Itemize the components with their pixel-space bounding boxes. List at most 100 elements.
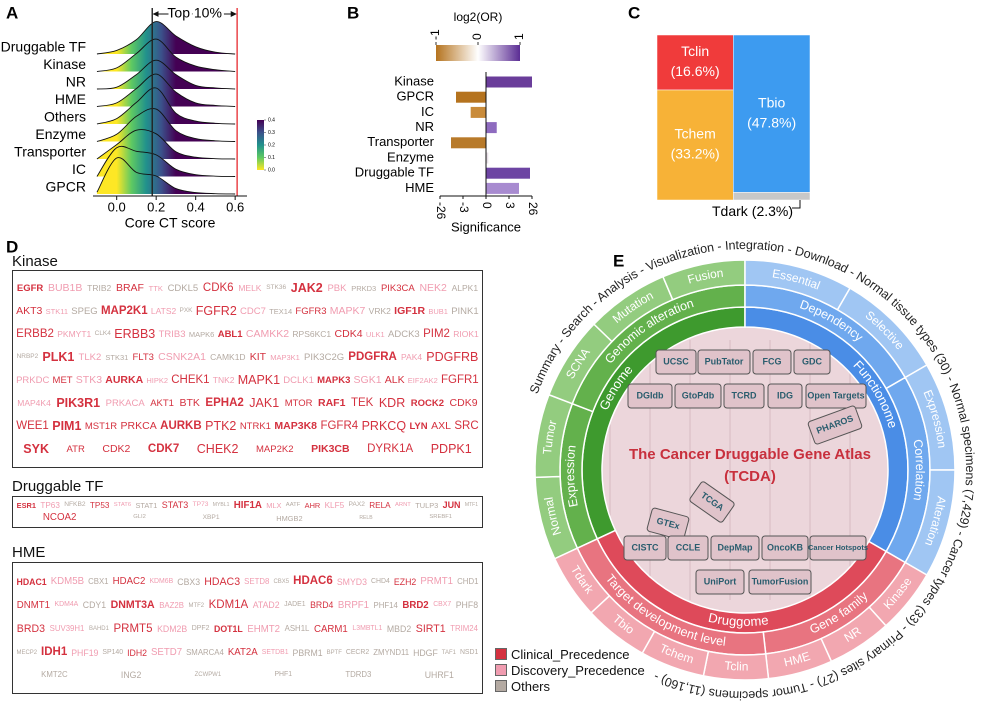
word: ARNT [394, 501, 411, 508]
tile-value: (47.8%) [747, 114, 796, 130]
source-label: CISTC [632, 542, 660, 552]
tile-label: Tchem [675, 126, 716, 142]
legend-label: Clinical_Precedence [511, 646, 630, 662]
word: CDY1 [82, 600, 107, 611]
word: CBX3 [177, 576, 201, 587]
word: EZH2 [393, 576, 417, 587]
tile [733, 34, 811, 193]
annotation: Top 10% [167, 5, 221, 21]
word: MST1R [84, 420, 118, 432]
word: TP53 [89, 500, 110, 510]
bar [486, 76, 532, 88]
source-tile: GDC [793, 349, 831, 375]
word: ATAD2 [252, 600, 280, 611]
word: MAP3K1 [270, 352, 300, 362]
word: ASH1L [284, 624, 310, 634]
cloud-title: HME [12, 544, 46, 561]
colorbar-tick-label: 0.0 [268, 167, 275, 173]
source-label: UniPort [704, 576, 737, 586]
word: MBD2 [386, 623, 412, 634]
word: CBX7 [433, 601, 452, 609]
bar [456, 91, 486, 103]
word: L3MBTL1 [352, 624, 383, 632]
word: CDK9 [449, 397, 478, 410]
word: STK11 [45, 306, 69, 316]
word: VRK2 [368, 306, 391, 317]
word: RIOK1 [453, 329, 479, 340]
word: BRD2 [402, 599, 429, 611]
word: BRD4 [310, 600, 334, 611]
word: SMYD3 [336, 576, 367, 587]
word: WEE1 [16, 419, 49, 432]
source-tile-shape [805, 383, 867, 409]
word: BPTF [326, 650, 342, 657]
word: CHD1 [457, 577, 479, 587]
word: ERBB2 [16, 327, 54, 340]
category-label: Enzyme [387, 149, 434, 164]
word: BRPF1 [337, 599, 370, 611]
word: STAT6 [113, 501, 132, 508]
word: NSD1 [459, 648, 479, 656]
source-tile: TumorFusion [748, 569, 812, 595]
word: STK31 [105, 352, 129, 362]
word: BRAF [115, 282, 144, 295]
word: CHD4 [371, 577, 390, 585]
word: MTF2 [188, 602, 205, 609]
word: DYRK1A [367, 442, 414, 455]
word: SMARCA4 [186, 648, 224, 658]
word: JUN [442, 500, 461, 511]
word: SYK [23, 442, 49, 456]
word: ALPK1 [451, 283, 479, 294]
word: MAPK6 [188, 329, 215, 339]
x-axis-label: Significance [451, 219, 521, 234]
category-label: GPCR [396, 89, 434, 104]
word-cloud: EGFR BUB1B TRIB2 BRAF TTK CDKL5 CDK6 MELK STK36 J… [12, 270, 483, 468]
word: ERBB3 [114, 327, 156, 342]
x-tick-label: 0.4 [187, 199, 205, 214]
word: AKT3 [16, 305, 43, 318]
word: KAT2A [227, 647, 258, 659]
word: KDM5B [50, 576, 85, 588]
word: AATF [285, 501, 301, 508]
ridge-area [96, 60, 236, 89]
word: PIK3CB [311, 443, 350, 455]
word: BAZ2B [159, 600, 184, 610]
panel-label: E [613, 251, 624, 270]
word: STAT3 [161, 500, 189, 511]
word: ZCWPW1 [194, 672, 222, 679]
word: ING2 [120, 670, 142, 681]
legend-label: Others [511, 678, 551, 694]
word: TRIB3 [158, 328, 186, 340]
legend-label: Discovery_Precedence [511, 662, 645, 678]
word: DCLK1 [283, 374, 314, 386]
source-tile-shape [748, 569, 812, 595]
word: TAF1 [441, 650, 456, 657]
word: PDPK1 [430, 442, 472, 456]
colorbar-tick-label: 0.2 [268, 142, 275, 148]
word: NEK2 [419, 282, 447, 295]
word: AHR [304, 501, 321, 510]
word: PINK1 [451, 305, 479, 317]
ridge-line [96, 21, 236, 55]
word: HIF1A [233, 499, 262, 511]
word: PLK1 [42, 350, 75, 365]
legend-swatch [495, 648, 507, 660]
source-tile-shape [761, 535, 809, 561]
word: TEX14 [269, 306, 293, 316]
word: MAP2K2 [256, 443, 294, 455]
word: CDK2 [102, 443, 131, 455]
word: KDM1A [208, 598, 249, 611]
word: MECP2 [16, 650, 38, 657]
word: JAK1 [249, 396, 280, 411]
word: KDM2B [157, 623, 188, 634]
source-tile: DGIdb [627, 383, 673, 409]
colorbar-tick-label: 0.1 [268, 155, 275, 161]
word: KDM4A [54, 601, 79, 609]
word: ADCK3 [388, 328, 420, 340]
word: TEK [350, 396, 374, 409]
x-tick-label: 0 [480, 202, 494, 209]
word: IGF1R [394, 305, 426, 318]
x-tick-label: -26 [434, 202, 448, 220]
legend-item: Clinical_Precedence [495, 646, 645, 662]
colorbar-tick-label: 0 [470, 33, 484, 40]
